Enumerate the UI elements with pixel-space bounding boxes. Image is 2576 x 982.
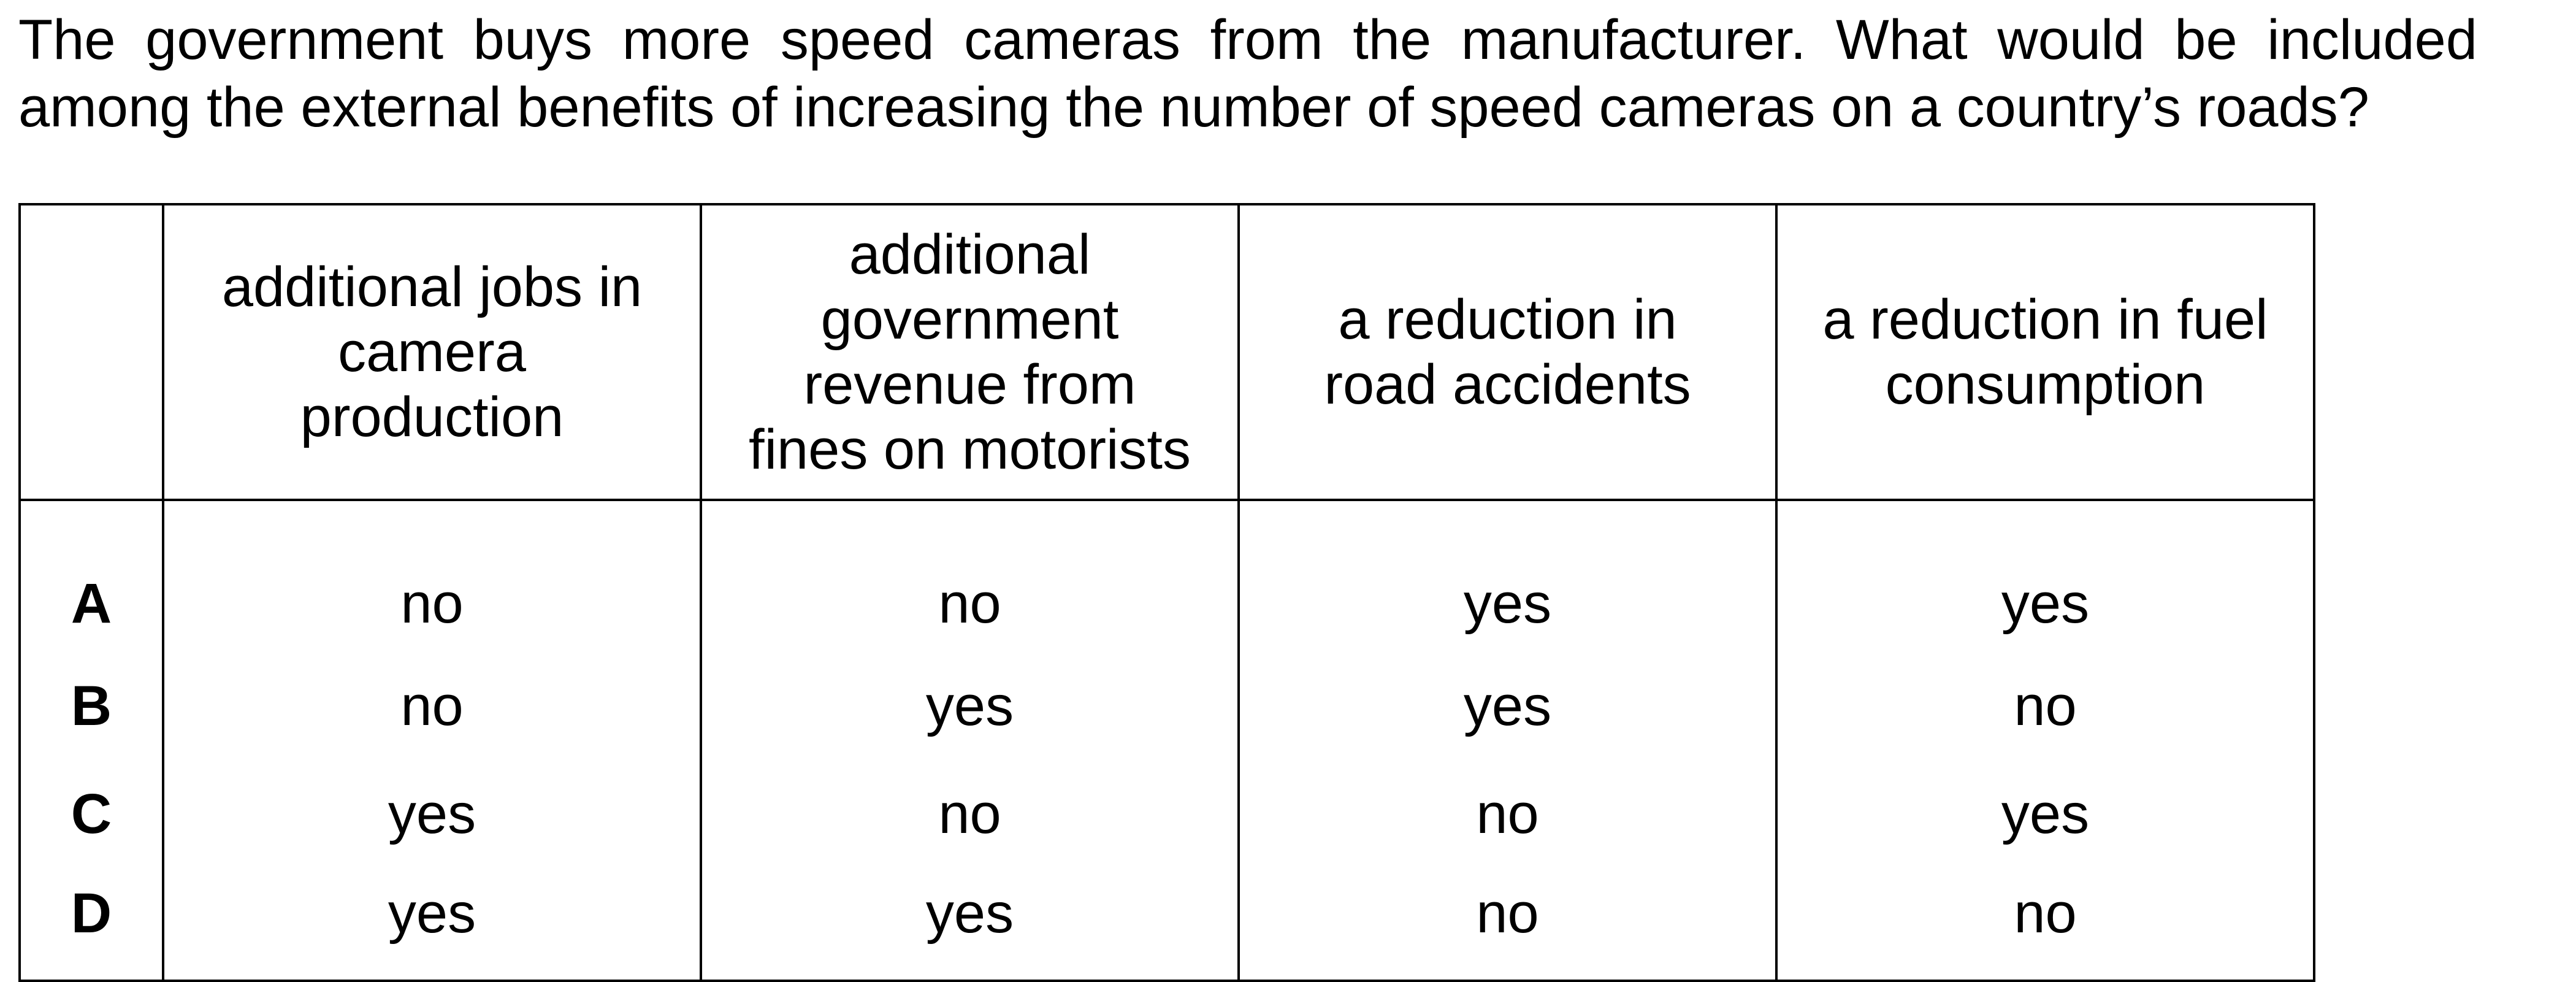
header-road-accidents-label: a reduction in road accidents [1324,288,1691,416]
table-cell: yes [1775,500,2315,652]
table-cell: no [162,652,702,760]
header-camera-jobs: additional jobs in camera production [162,203,702,501]
header-corner-cell [18,203,164,501]
table-cell: yes [162,868,702,982]
option-letter: D [18,868,164,982]
header-government-revenue-label: additional government revenue from fines… [749,223,1191,481]
question-text: The government buys more speed cameras f… [18,9,2477,139]
header-fuel-consumption: a reduction in fuel consumption [1775,203,2315,501]
table-cell: no [1237,868,1778,982]
table-cell: yes [1775,760,2315,868]
table-cell: yes [700,868,1240,982]
table-cell: yes [162,760,702,868]
answer-options-table: additional jobs in camera production add… [18,203,2315,982]
table-cell: no [1775,652,2315,760]
option-row-b[interactable]: B no yes yes no [18,652,2315,760]
table-header-row: additional jobs in camera production add… [18,203,2315,501]
table-cell: yes [700,652,1240,760]
option-row-a[interactable]: A no no yes yes [18,500,2315,652]
table-cell: no [700,500,1240,652]
option-letter: A [18,500,164,652]
table-cell: no [1237,760,1778,868]
option-letter: B [18,652,164,760]
header-camera-jobs-label: additional jobs in camera production [221,256,643,448]
option-letter: C [18,760,164,868]
option-row-c[interactable]: C yes no no yes [18,760,2315,868]
header-government-revenue: additional government revenue from fines… [700,203,1240,501]
header-fuel-consumption-label: a reduction in fuel consumption [1822,288,2268,416]
header-road-accidents: a reduction in road accidents [1237,203,1778,501]
table-cell: no [700,760,1240,868]
table-cell: no [162,500,702,652]
table-cell: yes [1237,652,1778,760]
table-cell: yes [1237,500,1778,652]
option-row-d[interactable]: D yes yes no no [18,868,2315,982]
table-cell: no [1775,868,2315,982]
